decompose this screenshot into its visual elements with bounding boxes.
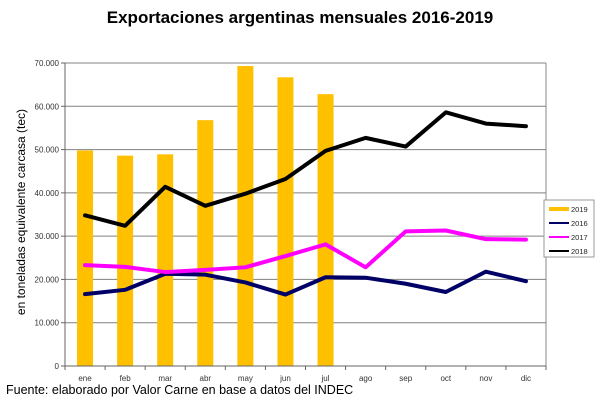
x-tick-label-sep: sep	[399, 374, 412, 383]
line-2017	[83, 228, 528, 275]
legend-label-2016: 2016	[571, 219, 588, 228]
bar-2019-jun	[277, 77, 294, 366]
bar-2019-mar	[157, 154, 174, 366]
x-tick-label-may: may	[238, 374, 253, 383]
chart-title: Exportaciones argentinas mensuales 2016-…	[106, 8, 494, 27]
gridlines	[65, 62, 547, 366]
x-tick-label-jul: jul	[321, 374, 330, 383]
x-tick-label-abr: abr	[200, 374, 212, 383]
x-tick-label-jun: jun	[279, 374, 291, 383]
x-tick-label-mar: mar	[158, 374, 172, 383]
bar-2019-jul	[317, 94, 334, 366]
y-tick-label: 20.000	[35, 275, 60, 284]
bar-2019-ene	[77, 150, 94, 366]
legend-label-2018: 2018	[571, 247, 588, 256]
x-tick-label-ene: ene	[78, 374, 92, 383]
bar-2019-may	[237, 66, 254, 366]
legend-label-2019: 2019	[571, 205, 588, 214]
lines	[83, 110, 528, 297]
line-2016	[83, 269, 528, 297]
y-tick-label: 10.000	[35, 319, 60, 328]
legend: 2019 2016 2017 2018	[543, 199, 595, 258]
y-tick-label: 60.000	[35, 102, 60, 111]
x-tick-label-dic: dic	[521, 374, 531, 383]
bars-2019	[77, 66, 334, 366]
line-2018	[83, 110, 528, 228]
bar-2019-feb	[117, 155, 134, 366]
y-tick-label: 0	[55, 362, 60, 371]
x-tick-label-oct: oct	[440, 374, 451, 383]
y-tick-label: 70.000	[35, 59, 60, 68]
x-tick-label-feb: feb	[120, 374, 132, 383]
axes: 0 10.000 20.000 30.000 40.000 50.000 60.000 70.…	[35, 59, 547, 383]
y-tick-label: 40.000	[35, 189, 60, 198]
y-tick-label: 50.000	[35, 146, 60, 155]
x-tick-label-nov: nov	[479, 374, 492, 383]
x-tick-label-ago: ago	[359, 374, 373, 383]
legend-label-2017: 2017	[571, 233, 588, 242]
source-note: Fuente: elaborado por Valor Carne en bas…	[6, 383, 354, 397]
y-tick-label: 30.000	[35, 232, 60, 241]
bar-2019-abr	[197, 120, 214, 366]
